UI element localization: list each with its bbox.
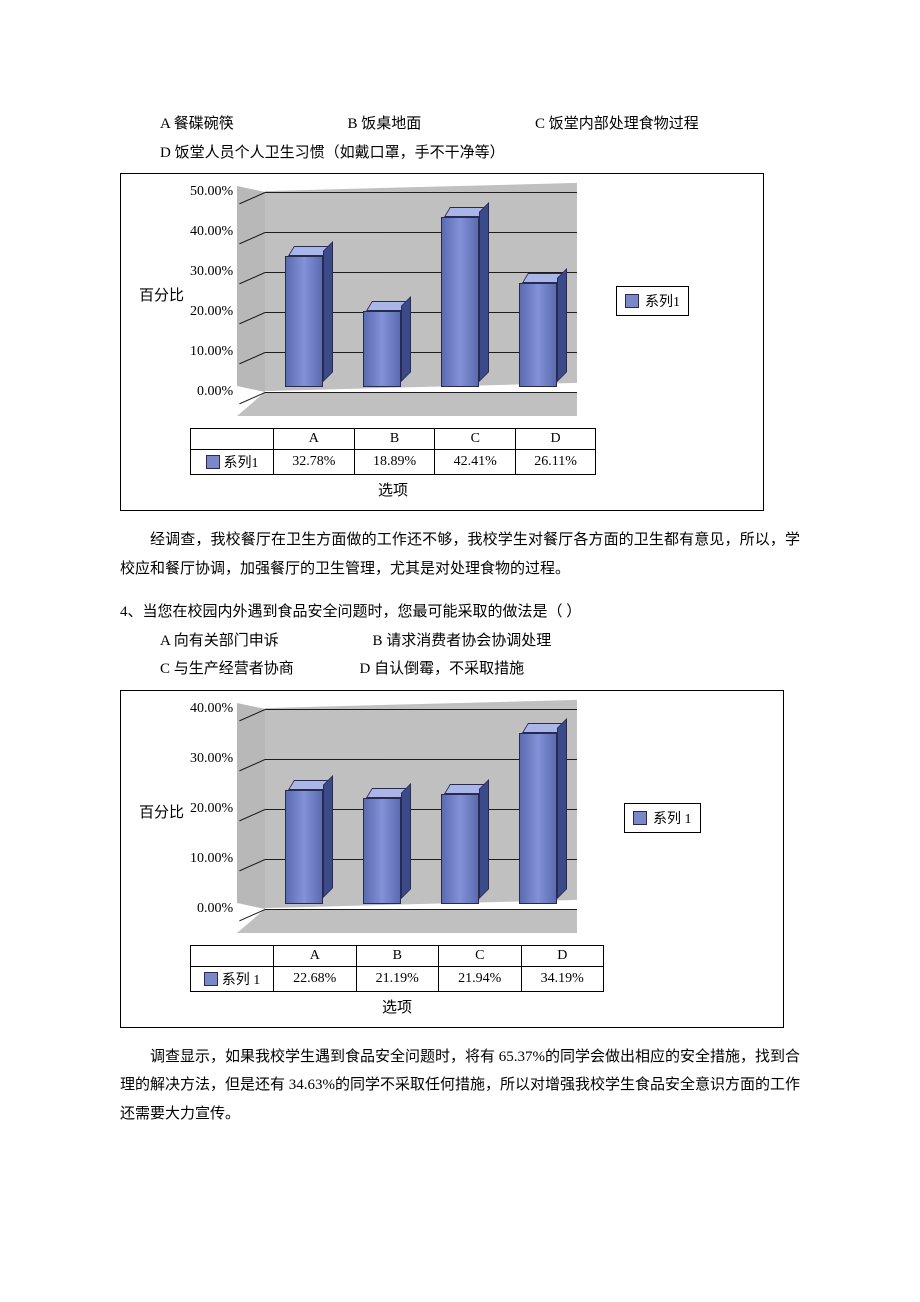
category-header: C: [439, 945, 522, 966]
series-row-header: 系列1: [191, 450, 274, 475]
q4-opt-c: C 与生产经营者协商: [160, 655, 294, 684]
legend-swatch-icon: [633, 811, 647, 825]
analysis-para-1: 经调查，我校餐厅在卫生方面做的工作还不够，我校学生对餐厅各方面的卫生都有意见，所…: [120, 526, 800, 583]
chart2-ylabel: 百分比: [139, 709, 190, 822]
value-cell: 32.78%: [274, 450, 355, 475]
q4-options-row2: C 与生产经营者协商 D 自认倒霉，不采取措施: [120, 655, 800, 684]
chart2-plot: [237, 709, 577, 941]
q4-stem: 4、当您在校园内外遇到食品安全问题时，您最可能采取的做法是（ ）: [120, 598, 800, 627]
chart2-yaxis: 40.00%30.00%20.00%10.00%0.00%: [190, 709, 237, 909]
value-cell: 21.94%: [439, 966, 522, 991]
chart2: 百分比 40.00%30.00%20.00%10.00%0.00%: [120, 690, 784, 1028]
legend-swatch-icon: [625, 294, 639, 308]
bar: [363, 798, 401, 904]
category-header: A: [274, 429, 355, 450]
chart2-xlabel: 选项: [190, 992, 604, 1017]
value-cell: 42.41%: [435, 450, 516, 475]
chart1-legend: 系列1: [616, 286, 689, 316]
chart2-legend: 系列 1: [624, 803, 701, 833]
category-header: A: [274, 945, 357, 966]
q3-options-row2: D 饭堂人员个人卫生习惯（如戴口罩，手不干净等）: [120, 139, 800, 168]
series-row-header: 系列 1: [191, 966, 274, 991]
q3-opt-a: A 餐碟碗筷: [160, 110, 234, 139]
category-header: D: [516, 429, 596, 450]
bar: [519, 283, 557, 387]
bar: [441, 217, 479, 387]
category-header: B: [356, 945, 439, 966]
chart1-yaxis: 50.00%40.00%30.00%20.00%10.00%0.00%: [190, 192, 237, 392]
chart1-legend-label: 系列1: [645, 291, 680, 311]
category-header: B: [354, 429, 435, 450]
bar: [363, 311, 401, 387]
value-cell: 22.68%: [274, 966, 357, 991]
chart1-xlabel: 选项: [190, 475, 596, 500]
chart1-data-table: ABCD 系列132.78%18.89%42.41%26.11%: [190, 428, 596, 475]
q4-opt-a: A 向有关部门申诉: [160, 627, 279, 656]
q4-opt-b: B 请求消费者协会协调处理: [373, 627, 552, 656]
chart2-legend-label: 系列 1: [653, 808, 692, 828]
chart2-data-table: ABCD 系列 122.68%21.19%21.94%34.19%: [190, 945, 604, 992]
bar: [441, 794, 479, 904]
q3-opt-c: C 饭堂内部处理食物过程: [535, 110, 699, 139]
chart1-ylabel: 百分比: [139, 192, 190, 305]
chart1: 百分比 50.00%40.00%30.00%20.00%10.00%0.00%: [120, 173, 764, 511]
value-cell: 34.19%: [521, 966, 604, 991]
page: A 餐碟碗筷 B 饭桌地面 C 饭堂内部处理食物过程 D 饭堂人员个人卫生习惯（…: [0, 0, 920, 1203]
value-cell: 21.19%: [356, 966, 439, 991]
q3-opt-d: D 饭堂人员个人卫生习惯（如戴口罩，手不干净等）: [160, 139, 505, 168]
chart1-plot: [237, 192, 577, 424]
value-cell: 26.11%: [516, 450, 596, 475]
analysis-para-2: 调查显示，如果我校学生遇到食品安全问题时，将有 65.37%的同学会做出相应的安…: [120, 1043, 800, 1129]
category-header: D: [521, 945, 604, 966]
category-header: C: [435, 429, 516, 450]
bar: [285, 256, 323, 387]
q3-options-row1: A 餐碟碗筷 B 饭桌地面 C 饭堂内部处理食物过程: [120, 110, 800, 139]
q4-opt-d: D 自认倒霉，不采取措施: [360, 655, 525, 684]
bar: [519, 733, 557, 904]
q4-options-row1: A 向有关部门申诉 B 请求消费者协会协调处理: [120, 627, 800, 656]
value-cell: 18.89%: [354, 450, 435, 475]
q3-opt-b: B 饭桌地面: [348, 110, 422, 139]
bar: [285, 790, 323, 903]
